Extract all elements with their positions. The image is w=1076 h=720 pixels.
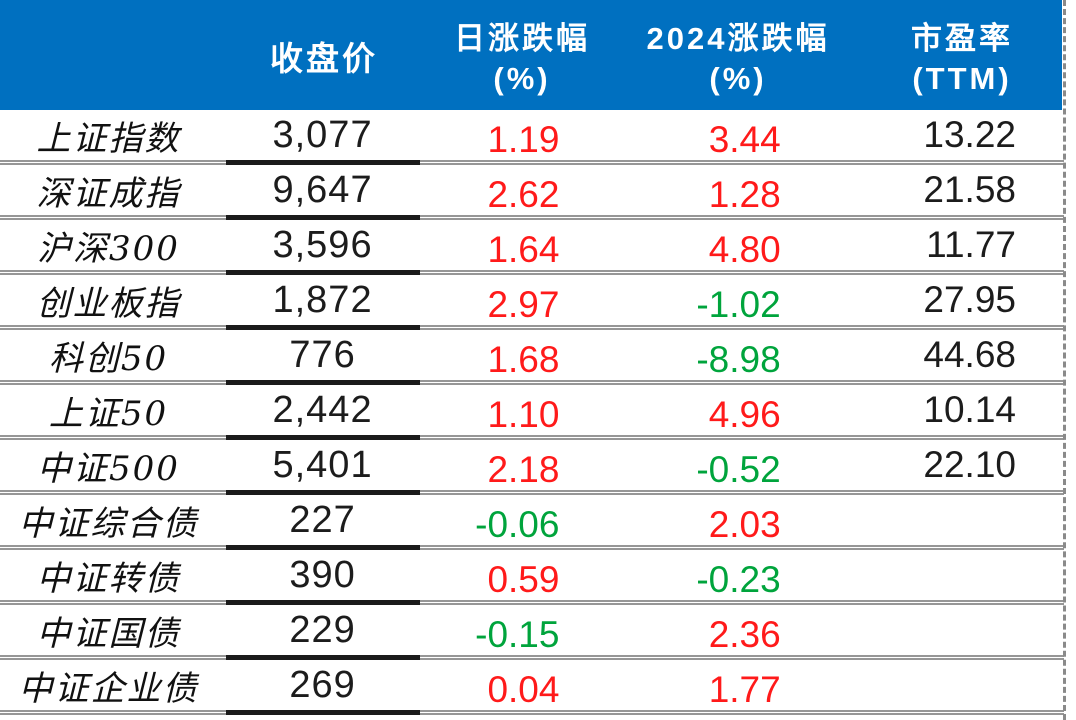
pe-ratio	[859, 550, 1064, 600]
ytd-change: -1.02	[696, 284, 781, 325]
pe-ratio	[859, 495, 1064, 545]
pe-ratio: 21.58	[923, 169, 1016, 210]
row-label: 中证转债	[36, 558, 181, 599]
daily-change: 1.19	[487, 119, 560, 160]
row-label: 中证500	[37, 448, 180, 489]
ytd-change: 4.80	[708, 229, 781, 270]
row-label: 科创50	[48, 338, 169, 379]
close-price: 2,442	[217, 385, 428, 435]
pe-ratio: 11.77	[926, 224, 1016, 265]
daily-change: 1.68	[487, 339, 560, 380]
ytd-change: 3.44	[708, 119, 781, 160]
row-label: 上证指数	[36, 118, 181, 159]
pe-ratio: 10.14	[923, 389, 1016, 430]
ytd-change: 2.36	[708, 614, 781, 655]
close-price: 229	[217, 605, 428, 655]
daily-change: 2.18	[487, 449, 560, 490]
header-corner-blank	[0, 0, 218, 110]
table-row: 上证指数 3,077 1.19 3.44 13.22	[0, 110, 1064, 165]
ytd-change: -0.23	[696, 559, 781, 600]
table-row: 深证成指 9,647 2.62 1.28 21.58	[0, 165, 1064, 220]
row-label: 中证国债	[36, 613, 181, 654]
close-price: 9,647	[217, 165, 428, 215]
daily-change: 2.97	[487, 284, 560, 325]
daily-change: -0.15	[475, 614, 560, 655]
row-label: 中证综合债	[18, 503, 199, 544]
table-row: 中证转债 390 0.59 -0.23	[0, 550, 1064, 605]
table-row: 沪深300 3,596 1.64 4.80 11.77	[0, 220, 1064, 275]
ytd-change: 1.77	[708, 669, 781, 710]
daily-change: -0.06	[475, 504, 560, 545]
ytd-change: 4.96	[708, 394, 781, 435]
daily-change: 0.59	[487, 559, 560, 600]
table-row: 创业板指 1,872 2.97 -1.02 27.95	[0, 275, 1064, 330]
row-label: 沪深300	[37, 228, 180, 269]
close-price: 3,077	[217, 110, 428, 160]
table-row: 科创50 776 1.68 -8.98 44.68	[0, 330, 1064, 385]
header-daily-change: 日涨跌幅 (%)	[454, 21, 590, 96]
page-break-dashed-line	[1063, 0, 1066, 720]
ytd-change: 1.28	[708, 174, 781, 215]
ytd-change: -8.98	[696, 339, 781, 380]
pe-ratio: 44.68	[923, 334, 1016, 375]
row-label: 深证成指	[36, 173, 181, 214]
table-header-row: 收盘价 日涨跌幅 (%) 2024涨跌幅 (%) 市盈率 (TTM)	[0, 0, 1062, 110]
daily-change: 0.04	[487, 669, 560, 710]
row-label: 中证企业债	[18, 668, 199, 709]
table-row: 中证综合债 227 -0.06 2.03	[0, 495, 1064, 550]
close-price: 227	[217, 495, 428, 545]
row-label: 创业板指	[36, 283, 181, 324]
pe-ratio: 27.95	[923, 279, 1016, 320]
row-label: 上证50	[48, 393, 169, 434]
header-close-price: 收盘价	[270, 40, 378, 77]
close-price: 3,596	[217, 220, 428, 270]
table-row: 中证国债 229 -0.15 2.36	[0, 605, 1064, 660]
close-price: 5,401	[217, 440, 428, 490]
close-price: 390	[217, 550, 428, 600]
close-price: 269	[217, 660, 428, 710]
ytd-change: 2.03	[708, 504, 781, 545]
close-price: 776	[217, 330, 428, 380]
table-row: 中证500 5,401 2.18 -0.52 22.10	[0, 440, 1064, 495]
header-pe-ttm: 市盈率 (TTM)	[911, 21, 1013, 96]
pe-ratio	[859, 605, 1064, 655]
daily-change: 2.62	[487, 174, 560, 215]
table-row: 上证50 2,442 1.10 4.96 10.14	[0, 385, 1064, 440]
pe-ratio: 13.22	[923, 114, 1016, 155]
pe-ratio	[859, 660, 1064, 710]
header-ytd-2024-change: 2024涨跌幅 (%)	[646, 21, 830, 96]
close-price: 1,872	[217, 275, 428, 325]
table-row: 中证企业债 269 0.04 1.77	[0, 660, 1064, 715]
daily-change: 1.10	[487, 394, 560, 435]
pe-ratio: 22.10	[923, 444, 1016, 485]
daily-change: 1.64	[487, 229, 560, 270]
ytd-change: -0.52	[696, 449, 781, 490]
